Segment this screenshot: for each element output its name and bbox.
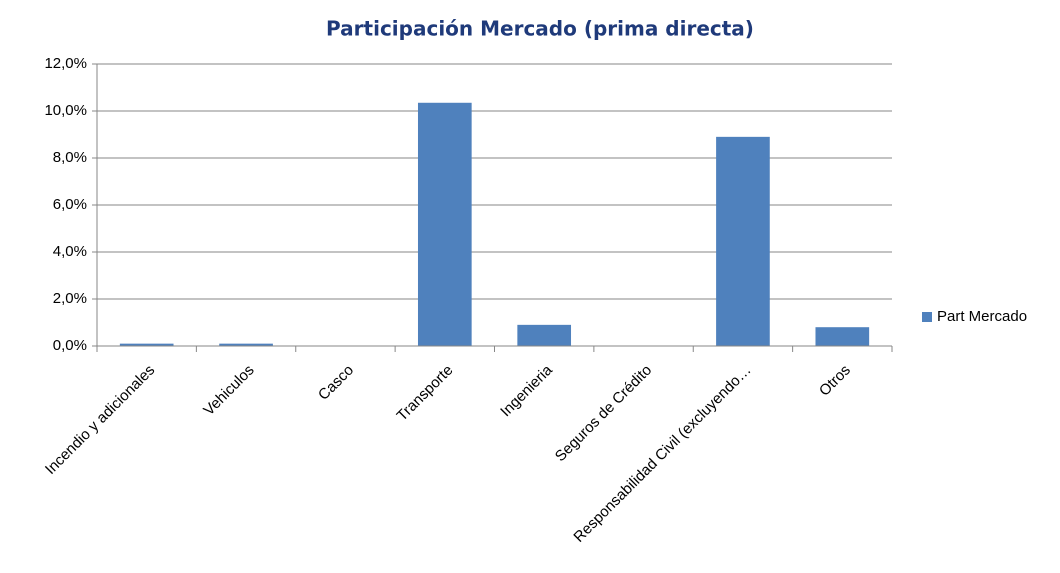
x-tick-label: Vehiculos (200, 362, 257, 419)
x-tick-label: Casco (315, 362, 357, 404)
x-tick-label: Responsabilidad Civil (excluyendo… (570, 362, 754, 546)
x-tick-label: Otros (816, 362, 854, 400)
bar (517, 324, 572, 346)
x-tick-label: Incendio y adicionales (42, 362, 158, 478)
y-tick-label: 0,0% (53, 337, 87, 354)
y-tick-label: 2,0% (53, 290, 87, 307)
bar (716, 136, 770, 346)
y-tick-label: 8,0% (53, 149, 87, 166)
x-tick-label: Transporte (394, 362, 457, 425)
y-tick-label: 4,0% (53, 243, 87, 260)
x-tick-label: Ingenieria (497, 361, 556, 420)
x-tick-label: Seguros de Crédito (552, 362, 655, 465)
legend-swatch (922, 312, 932, 322)
chart-title: Participación Mercado (prima directa) (326, 17, 754, 41)
y-tick-label: 10,0% (44, 102, 87, 119)
legend-label: Part Mercado (937, 308, 1027, 325)
bar (417, 102, 472, 347)
bar (119, 343, 174, 346)
y-tick-label: 6,0% (53, 196, 87, 213)
bar (219, 343, 273, 346)
y-tick-label: 12,0% (44, 55, 87, 72)
bar (815, 327, 870, 346)
